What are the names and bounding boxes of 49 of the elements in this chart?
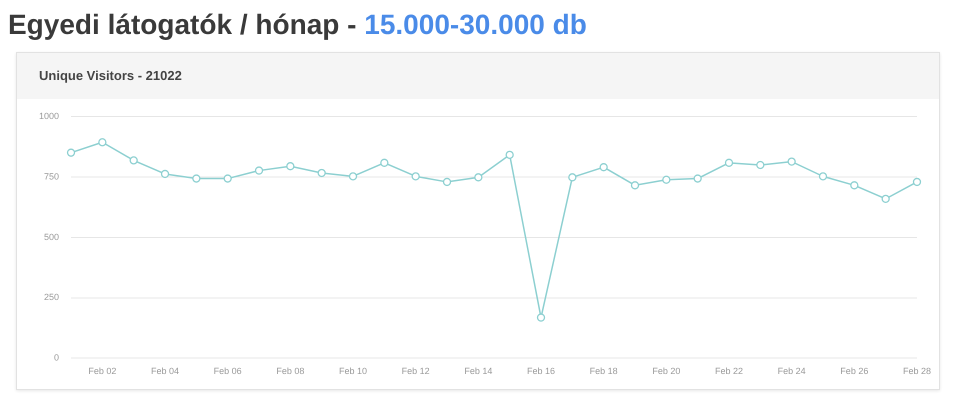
x-tick-label: Feb 02 — [88, 366, 116, 376]
point — [568, 173, 576, 182]
point — [66, 148, 76, 157]
x-tick-label: Feb 18 — [590, 366, 618, 376]
point — [818, 172, 828, 181]
chart-title: Egyedi látogatók / hónap - 15.000-30.000 db — [8, 9, 587, 40]
point — [788, 157, 796, 166]
point — [412, 172, 420, 181]
point — [98, 138, 107, 146]
x-tick-label: Feb 16 — [526, 366, 556, 376]
point — [724, 158, 734, 167]
point — [318, 168, 326, 178]
point — [442, 178, 452, 186]
x-tick-label: Feb 26 — [840, 366, 868, 376]
x-tick-label: Feb 10 — [338, 366, 368, 376]
point — [912, 178, 922, 186]
point — [536, 313, 546, 322]
x-tick-label: Feb 28 — [902, 366, 932, 376]
point — [380, 158, 388, 167]
y-tick-label: 0 — [54, 352, 60, 363]
point — [224, 174, 232, 183]
point — [254, 166, 264, 175]
point — [630, 181, 640, 190]
point — [600, 163, 608, 172]
x-tick-label: Feb 20 — [652, 366, 680, 376]
x-tick-label: Feb 24 — [778, 366, 806, 376]
point — [850, 181, 858, 190]
point — [130, 156, 138, 165]
x-tick-label: Feb 22 — [714, 366, 744, 376]
y-tick-label: 250 — [44, 292, 60, 302]
x-tick-label: Feb 08 — [276, 366, 304, 376]
point — [506, 150, 514, 159]
point — [348, 172, 358, 181]
x-tick-label: Feb 14 — [464, 366, 492, 376]
y-tick-label: 1000 — [38, 110, 60, 121]
y-tick-label: 500 — [44, 232, 60, 242]
point — [662, 176, 670, 184]
point — [694, 174, 702, 183]
x-tick-label: Feb 06 — [214, 366, 242, 376]
point — [474, 173, 482, 182]
point — [160, 170, 170, 178]
x-tick-label: Feb 12 — [402, 366, 430, 376]
point — [882, 194, 890, 204]
point — [192, 174, 200, 183]
chart-subtitle: Unique Visitors - 21022 — [17, 53, 939, 99]
point — [286, 162, 294, 170]
point — [756, 160, 764, 170]
y-tick-label: 750 — [44, 171, 60, 182]
x-tick-label: Feb 04 — [151, 366, 180, 376]
